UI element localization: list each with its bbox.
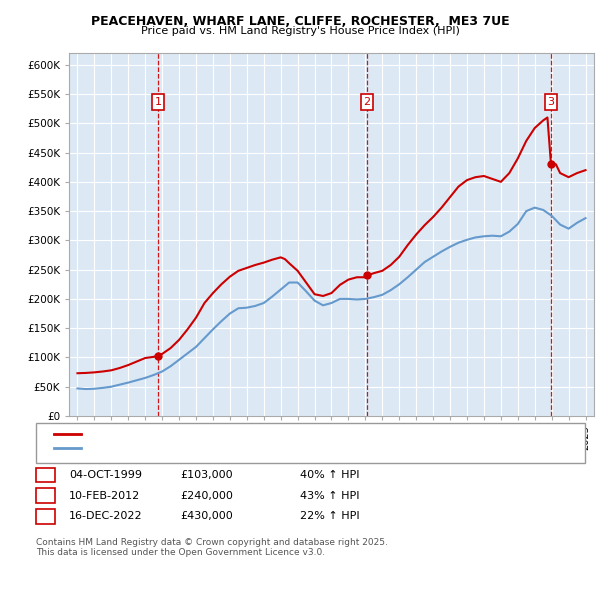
Text: 40% ↑ HPI: 40% ↑ HPI (300, 470, 359, 480)
Text: £103,000: £103,000 (180, 470, 233, 480)
Text: PEACEHAVEN, WHARF LANE, CLIFFE, ROCHESTER, ME3 7UE (semi-detached house): PEACEHAVEN, WHARF LANE, CLIFFE, ROCHESTE… (84, 429, 491, 438)
Text: 10-FEB-2012: 10-FEB-2012 (69, 491, 140, 500)
Text: Contains HM Land Registry data © Crown copyright and database right 2025.
This d: Contains HM Land Registry data © Crown c… (36, 538, 388, 558)
Text: 2: 2 (364, 97, 371, 107)
Text: Price paid vs. HM Land Registry's House Price Index (HPI): Price paid vs. HM Land Registry's House … (140, 26, 460, 36)
Text: £240,000: £240,000 (180, 491, 233, 500)
Text: 22% ↑ HPI: 22% ↑ HPI (300, 512, 359, 521)
Text: HPI: Average price, semi-detached house, Medway: HPI: Average price, semi-detached house,… (84, 444, 332, 453)
Text: 04-OCT-1999: 04-OCT-1999 (69, 470, 142, 480)
Text: 16-DEC-2022: 16-DEC-2022 (69, 512, 143, 521)
Text: 43% ↑ HPI: 43% ↑ HPI (300, 491, 359, 500)
Text: 1: 1 (154, 97, 161, 107)
Text: 3: 3 (547, 97, 554, 107)
Text: 3: 3 (42, 512, 49, 521)
Text: PEACEHAVEN, WHARF LANE, CLIFFE, ROCHESTER,  ME3 7UE: PEACEHAVEN, WHARF LANE, CLIFFE, ROCHESTE… (91, 15, 509, 28)
Text: £430,000: £430,000 (180, 512, 233, 521)
Text: 1: 1 (42, 470, 49, 480)
Text: 2: 2 (42, 491, 49, 500)
